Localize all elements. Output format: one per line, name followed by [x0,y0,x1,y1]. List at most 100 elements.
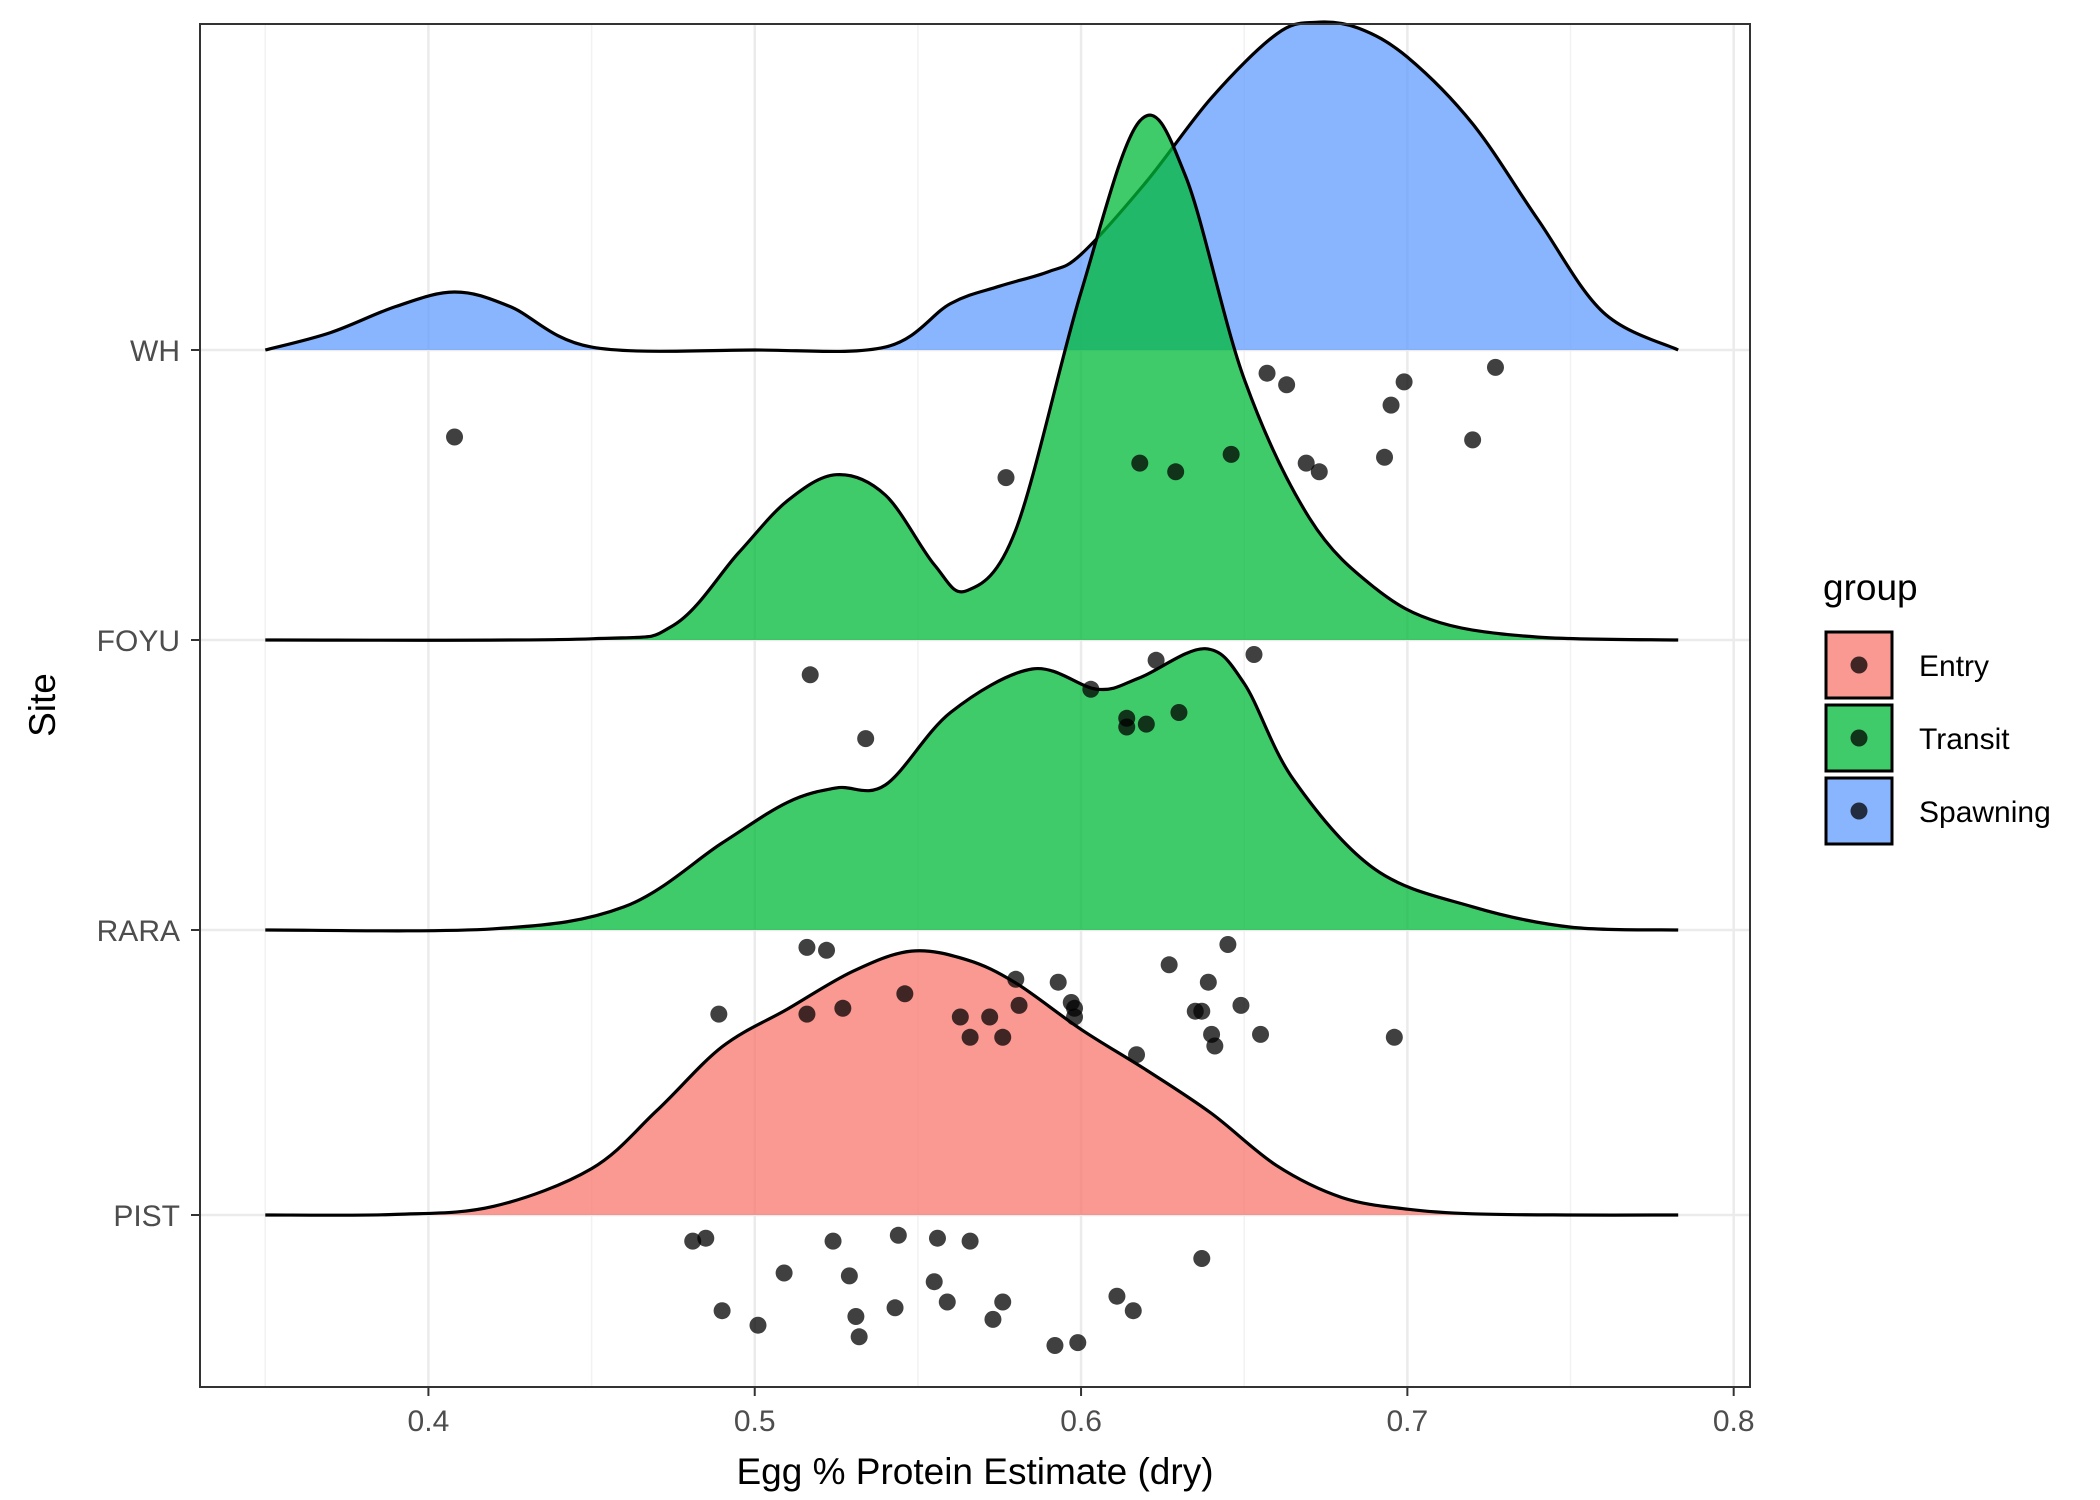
data-point-rara [710,1005,728,1023]
data-point-rara [1199,973,1217,991]
data-point-wh [1376,448,1394,466]
data-point-wh [997,469,1015,487]
density-ridge-foyu [265,113,1679,642]
data-point-rara [1160,956,1178,974]
data-point-pist [1108,1287,1126,1305]
data-point-foyu [1245,646,1263,663]
legend: group Entry Transit Spawning [1823,567,2051,846]
plot-panel-border [199,23,1751,1388]
data-point-wh [1395,373,1413,391]
data-point-foyu [1137,715,1155,733]
data-point-rara [1049,973,1067,991]
x-tick-label: 0.4 [408,1405,450,1438]
data-point-rara [1193,1002,1211,1020]
data-point-rara [834,999,852,1017]
legend-key-point [1850,656,1868,674]
density-outline-pist [265,949,1679,1217]
data-point-foyu [1118,718,1136,736]
x-axis-title: Egg % Protein Estimate (dry) [736,1451,1213,1492]
data-point-pist [697,1229,715,1247]
data-point-wh [1382,396,1400,414]
data-point-rara [1206,1037,1224,1055]
density-outline-foyu [265,113,1679,642]
data-point-rara [1219,936,1237,953]
legend-key-point [1850,802,1868,820]
data-point-wh [446,428,464,446]
data-point-rara [896,985,914,1003]
y-tick-label: WH [130,335,180,368]
data-point-pist [1069,1334,1087,1352]
data-point-pist [1124,1302,1142,1320]
data-point-wh [1278,376,1296,394]
data-point-rara [981,1008,999,1026]
x-tick-label: 0.5 [734,1405,776,1438]
data-point-pist [889,1226,907,1244]
data-point-wh [1131,454,1149,472]
data-point-rara [951,1008,969,1026]
density-fill-rara [265,648,1679,931]
data-point-rara [798,1005,816,1023]
data-point-wh [1310,463,1328,481]
data-point-wh [1486,358,1504,376]
data-point-pist [713,1302,731,1320]
y-tick-label: RARA [97,915,180,948]
data-point-pist [775,1264,793,1282]
legend-title: group [1823,567,1918,608]
data-point-pist [886,1299,904,1317]
data-point-rara [1232,996,1250,1014]
data-point-rara [818,941,836,959]
data-point-pist [925,1273,943,1291]
data-point-rara [1066,1008,1084,1026]
data-point-rara [798,938,816,956]
data-point-pist [994,1293,1012,1311]
data-point-rara [1252,1025,1270,1043]
legend-label: Entry [1919,650,1989,683]
data-point-pist [1193,1250,1211,1267]
data-point-pist [850,1328,868,1346]
density-ridges [264,20,1679,1217]
data-point-foyu [1170,704,1188,721]
data-point-rara [961,1028,979,1046]
data-point-pist [847,1308,865,1325]
y-tick-label: PIST [113,1200,180,1233]
density-outline-wh [264,20,1679,354]
data-point-foyu [857,730,875,748]
axes: 0.4 0.5 0.6 0.7 0.8 PIST RARA FOYU WH [97,335,1755,1438]
legend-key-point [1850,729,1868,747]
data-point-rara [1128,1046,1146,1064]
data-point-foyu [1082,680,1100,698]
legend-label: Spawning [1919,796,2051,829]
x-tick-label: 0.7 [1387,1405,1429,1438]
data-point-pist [840,1267,858,1285]
density-ridge-wh [264,20,1679,354]
data-point-pist [824,1232,842,1250]
data-point-pist [1046,1337,1064,1354]
data-point-foyu [1147,651,1165,669]
data-point-pist [928,1229,946,1247]
data-point-rara [1010,996,1028,1014]
data-point-wh [1258,364,1276,382]
data-point-pist [984,1310,1002,1328]
data-point-pist [684,1232,702,1250]
data-point-foyu [801,666,819,684]
density-outline-rara [265,647,1679,933]
legend-entry-entry: Entry [1824,630,1989,700]
data-point-wh [1297,454,1315,472]
data-point-pist [961,1232,979,1250]
data-point-rara [1385,1028,1403,1046]
x-tick-label: 0.8 [1713,1405,1755,1438]
data-point-wh [1167,463,1185,481]
data-point-wh [1222,445,1240,463]
x-tick-label: 0.6 [1060,1405,1102,1438]
data-point-wh [1464,431,1482,449]
density-fill-wh [265,21,1679,352]
legend-entry-transit: Transit [1824,703,2010,773]
data-point-pist [749,1316,767,1334]
data-point-rara [994,1028,1012,1046]
data-point-rara [1007,970,1025,988]
data-points [446,358,1504,1354]
density-ridge-rara [265,647,1679,933]
y-tick-label: FOYU [97,625,180,658]
y-axis-title: Site [22,673,63,737]
